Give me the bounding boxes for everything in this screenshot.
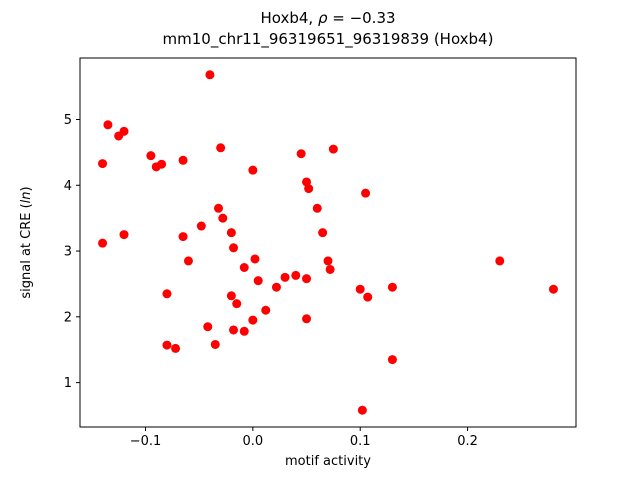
data-point [361, 188, 371, 198]
data-point [280, 272, 290, 282]
data-point [355, 284, 365, 294]
data-point [261, 305, 271, 315]
data-point [119, 230, 129, 240]
data-point [229, 325, 239, 335]
data-point [302, 314, 312, 324]
data-point [162, 340, 172, 350]
data-point [248, 165, 258, 175]
y-tick-label: 1 [64, 376, 72, 391]
data-point [232, 299, 242, 309]
title-rho-symbol: ρ [317, 9, 328, 27]
data-point [328, 144, 338, 154]
x-tick-label: 0.0 [243, 434, 264, 449]
data-point [98, 159, 108, 169]
y-tick-label: 2 [64, 310, 72, 325]
data-point [229, 243, 239, 253]
data-point [291, 270, 301, 280]
data-point [495, 256, 505, 266]
chart-title-line2: mm10_chr11_96319651_96319839 (Hoxb4) [162, 30, 494, 48]
data-point [387, 355, 397, 365]
data-point [178, 232, 188, 242]
data-point [162, 289, 172, 299]
data-point [387, 282, 397, 292]
data-point [178, 155, 188, 165]
data-point [119, 126, 129, 136]
x-tick-label: −0.1 [130, 434, 162, 449]
data-point [226, 291, 236, 301]
data-point [296, 149, 306, 159]
x-tick-label: 0.1 [350, 434, 371, 449]
data-point [146, 151, 156, 161]
data-point [363, 292, 373, 302]
data-point [318, 228, 328, 238]
data-point [213, 203, 223, 213]
data-point [312, 203, 322, 213]
data-point [325, 264, 335, 274]
axes-frame [79, 57, 577, 428]
data-point [548, 284, 558, 294]
data-point [248, 315, 258, 325]
data-point [250, 254, 260, 264]
y-axis-label: signal at CRE (ln) [19, 186, 34, 298]
y-tick-label: 5 [64, 113, 72, 128]
data-point [304, 184, 314, 194]
data-point [216, 143, 226, 153]
chart-title: Hoxb4, ρ = −0.33 mm10_chr11_96319651_963… [80, 8, 576, 50]
data-point [253, 276, 263, 286]
data-point [323, 256, 333, 266]
data-point [203, 322, 213, 332]
data-point [210, 339, 220, 349]
x-tick-label: 0.2 [457, 434, 478, 449]
data-point [205, 70, 215, 80]
data-point [302, 274, 312, 284]
data-point [98, 238, 108, 248]
data-point [271, 282, 281, 292]
data-point [239, 326, 249, 336]
data-point [183, 256, 193, 266]
y-tick-label: 4 [64, 179, 72, 194]
data-point [103, 120, 113, 130]
data-point [196, 221, 206, 231]
title-correlation-value: = −0.33 [327, 9, 396, 27]
title-prefix: Hoxb4, [260, 9, 318, 27]
data-point [239, 262, 249, 272]
data-point [171, 343, 181, 353]
x-axis-label: motif activity [285, 454, 371, 469]
chart-title-line1: Hoxb4, ρ = −0.33 [80, 8, 576, 29]
data-point [218, 213, 228, 223]
data-point [226, 228, 236, 238]
data-point [157, 159, 167, 169]
data-point [357, 405, 367, 415]
y-tick-label: 3 [64, 245, 72, 260]
